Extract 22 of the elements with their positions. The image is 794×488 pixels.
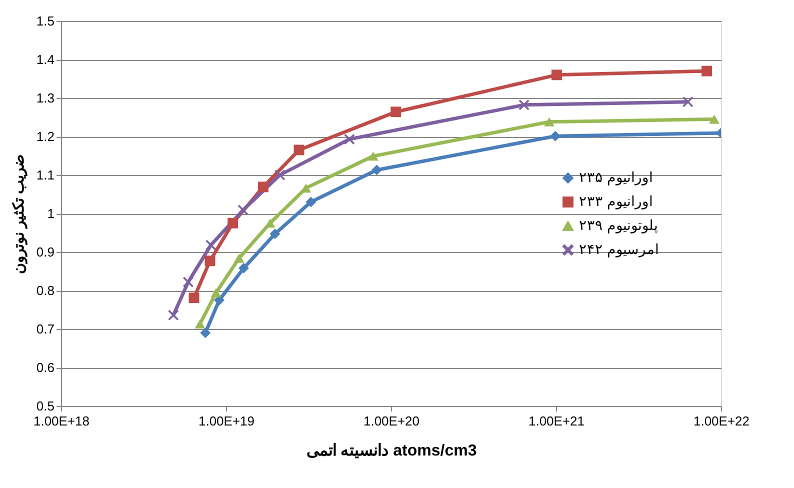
- legend-label: اورانیوم ۲۳۵: [579, 169, 653, 186]
- x-tick-label: 1.00E+22: [693, 414, 750, 428]
- legend-label: اورانیوم ۲۳۳: [579, 193, 653, 210]
- y-tick-label: 0.5: [36, 398, 54, 414]
- y-tick-label: 1.5: [36, 14, 54, 28]
- y-tick-label: 1: [47, 206, 54, 221]
- x-tick-label: 1.00E+20: [363, 414, 420, 428]
- y-tick-label: 0.7: [36, 322, 54, 336]
- legend-label: پلوتونیوم ۲۳۹: [579, 217, 658, 234]
- y-axis-title: ضریب تکثیر نوترون: [10, 154, 28, 274]
- y-tick-label: 1.2: [36, 129, 54, 144]
- y-tick-label: 1.3: [36, 90, 54, 106]
- y-tick-label: 0.8: [36, 283, 54, 298]
- legend-label: امرسیوم ۲۴۲: [579, 241, 659, 258]
- y-tick-label: 0.9: [36, 244, 54, 260]
- x-tick-label: 1.00E+19: [198, 414, 255, 428]
- x-tick-label: 1.00E+21: [528, 414, 585, 428]
- x-tick-label: 1.00E+18: [33, 414, 90, 428]
- y-tick-label: 1.4: [36, 52, 54, 67]
- x-axis-title: دانسیته اتمی atoms/cm3: [306, 442, 477, 460]
- y-tick-label: 1.1: [36, 168, 54, 182]
- y-tick-label: 0.6: [36, 360, 54, 375]
